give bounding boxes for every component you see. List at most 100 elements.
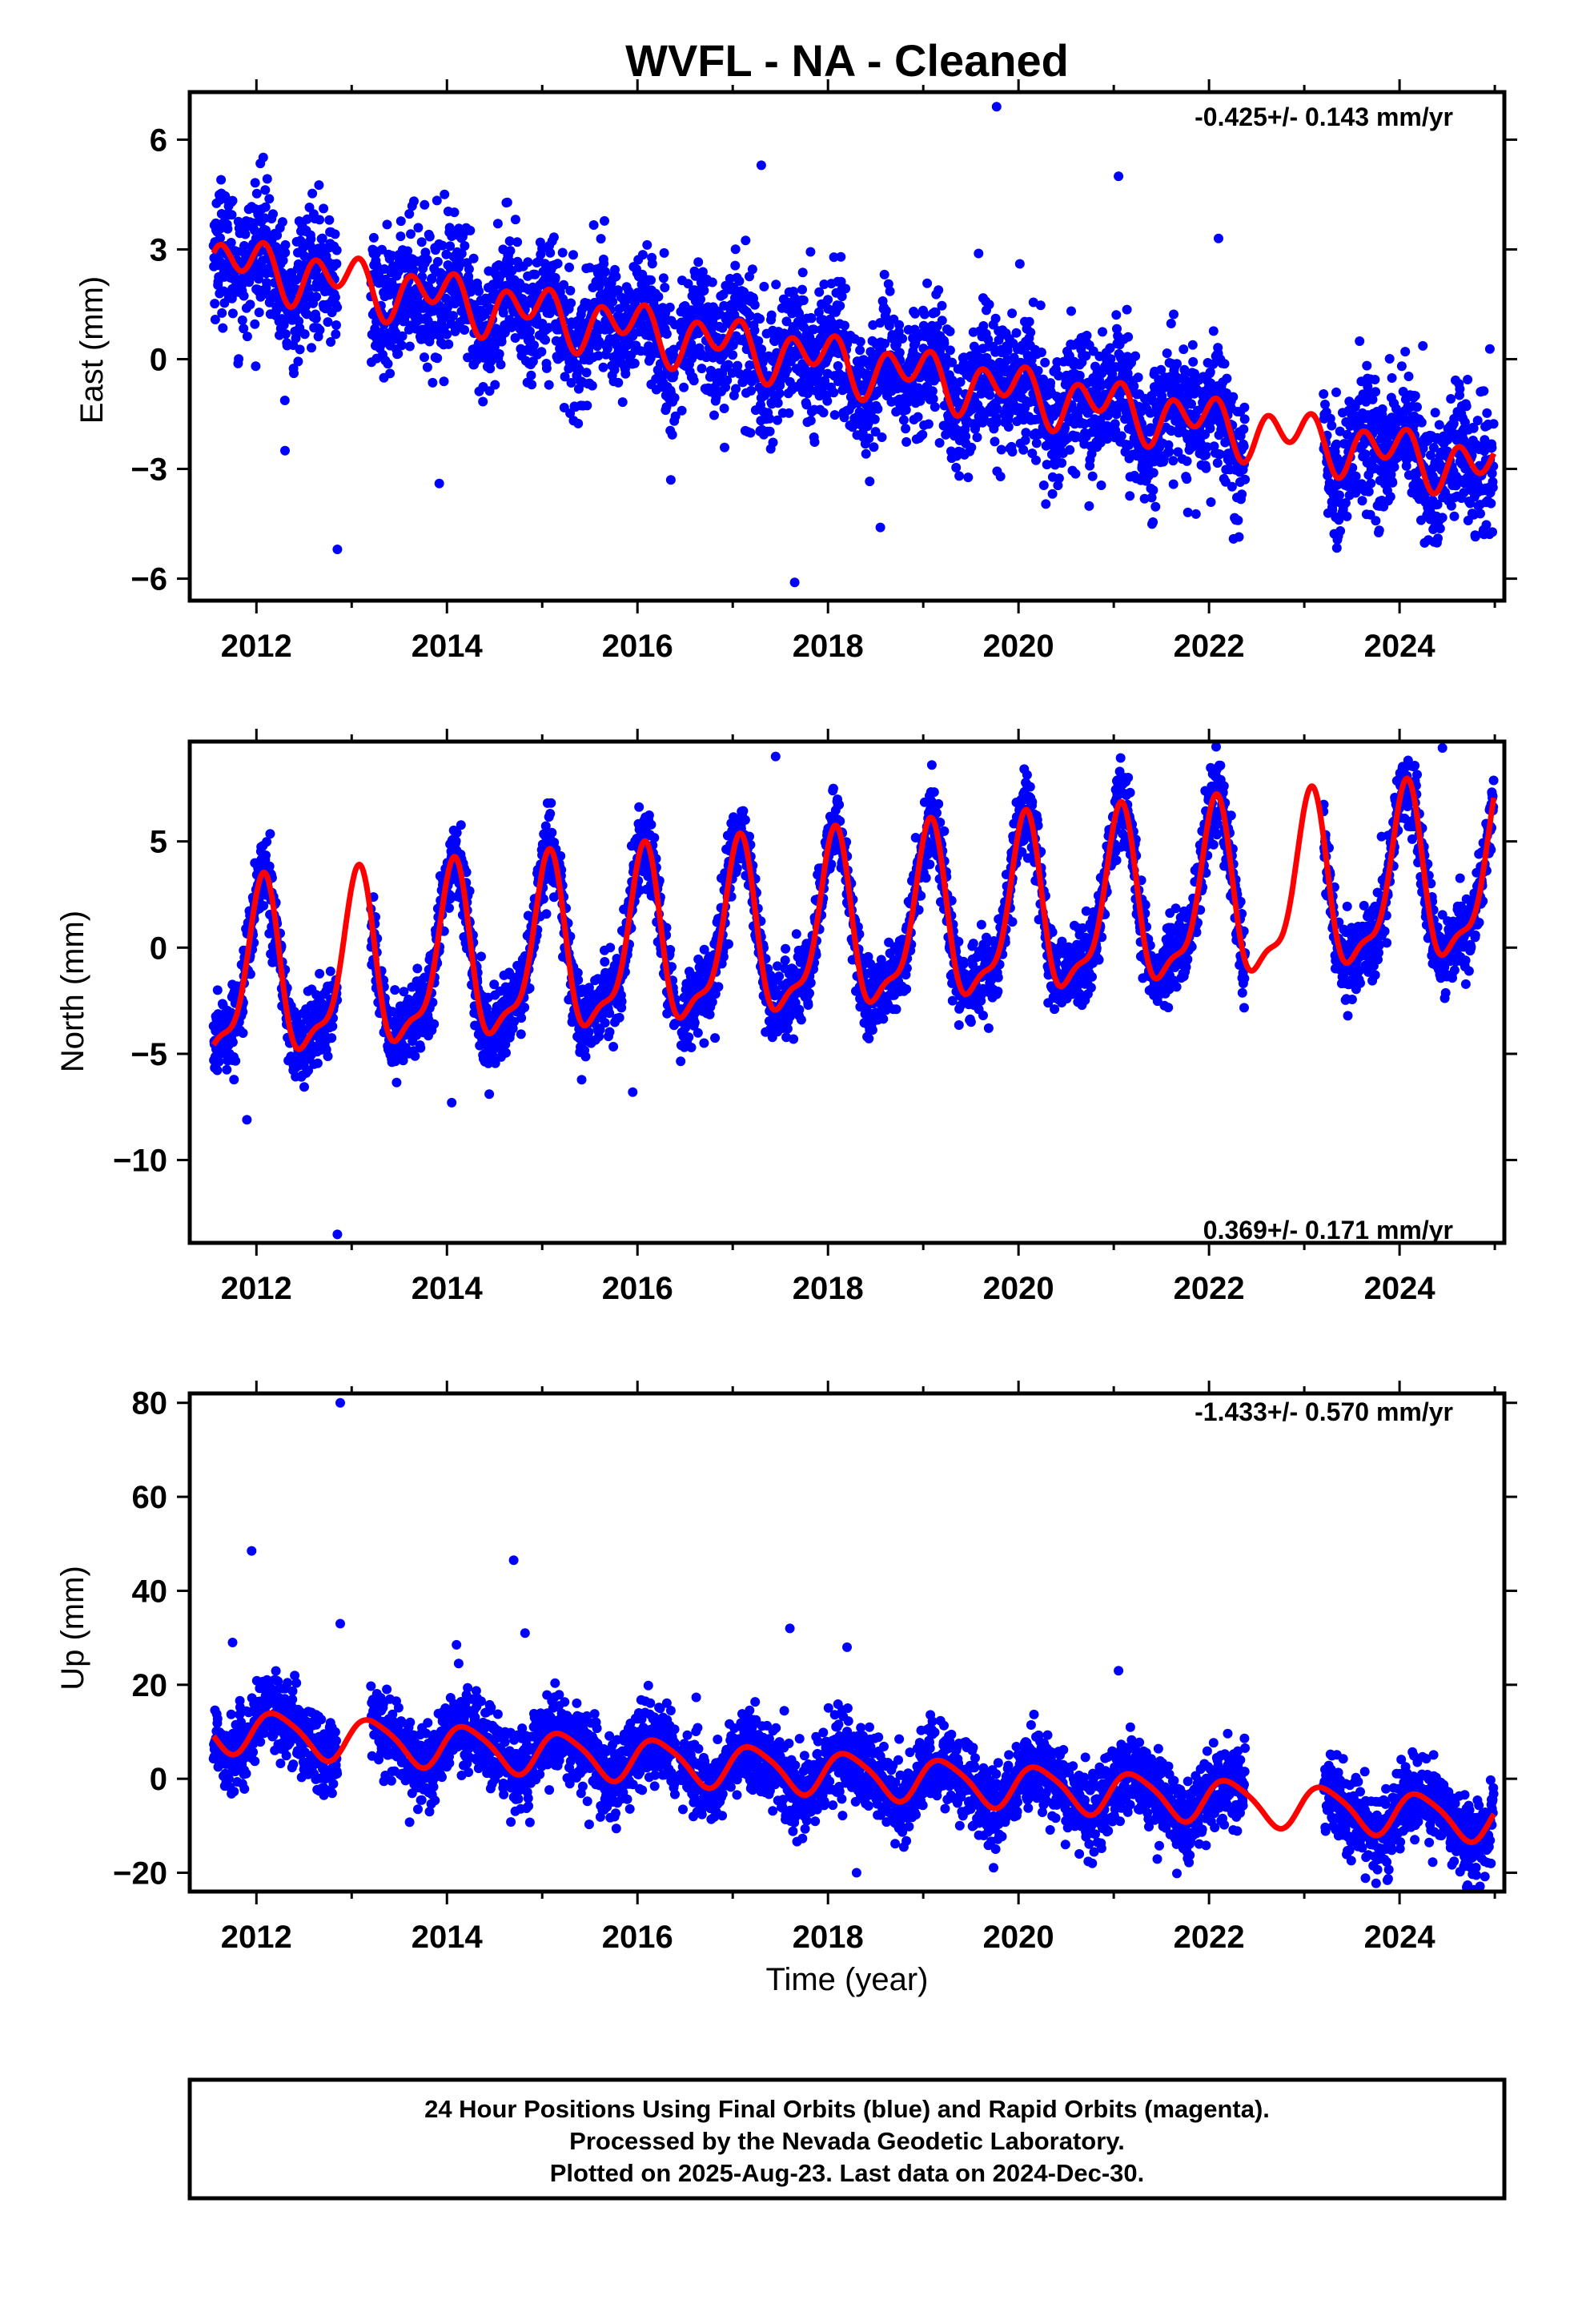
east-data-point (661, 329, 672, 339)
east-data-point (239, 291, 249, 301)
east-data-point (1036, 348, 1046, 357)
east-data-point (485, 364, 496, 374)
east-data-point (299, 329, 310, 340)
east-data-point (723, 360, 733, 370)
east-data-point (937, 316, 947, 326)
east-data-point (1205, 424, 1215, 433)
east-data-point (1488, 527, 1498, 537)
east-data-point (492, 219, 503, 229)
east-data-point (697, 267, 708, 277)
east-data-point (745, 311, 755, 321)
east-data-point (1351, 471, 1361, 481)
east-data-point (496, 360, 506, 370)
east-data-point (587, 380, 597, 391)
east-data-point (1065, 444, 1075, 455)
east-data-point (1105, 343, 1115, 353)
north-data-point (398, 1055, 408, 1066)
east-data-point (773, 334, 783, 344)
east-data-point (1377, 404, 1387, 414)
east-data-point (1122, 304, 1132, 315)
east-data-point (1342, 511, 1352, 521)
east-x-tick-label: 2014 (412, 629, 484, 664)
east-data-point (254, 308, 264, 318)
east-data-point (1124, 440, 1134, 450)
north-data-point (452, 827, 462, 838)
north-data-point (212, 985, 223, 995)
east-data-point (719, 404, 729, 413)
east-data-point (529, 340, 539, 350)
east-data-point (1239, 414, 1250, 424)
east-data-point (1095, 415, 1106, 425)
east-outlier-point (1214, 233, 1223, 243)
east-data-point (1003, 422, 1014, 432)
east-data-point (985, 390, 995, 400)
east-data-point (1468, 423, 1479, 433)
east-data-point (1400, 347, 1411, 357)
east-data-point (773, 415, 782, 425)
east-data-point (559, 279, 569, 290)
east-data-point (413, 223, 424, 233)
east-data-point (733, 360, 743, 371)
east-data-point (1459, 488, 1469, 498)
east-data-point (420, 352, 429, 363)
east-data-point (1166, 319, 1176, 328)
east-data-point (799, 322, 809, 332)
east-data-point (1335, 426, 1345, 436)
east-data-point (1205, 367, 1215, 377)
east-panel: East (mm) -0.425+/- 0.143 mm/yr 2012 2014… (74, 79, 1517, 664)
north-data-point (212, 1065, 223, 1076)
east-data-point (331, 259, 342, 269)
east-data-point (523, 257, 533, 267)
east-data-point (945, 345, 955, 356)
east-data-point (1007, 308, 1018, 319)
east-data-point (422, 362, 432, 372)
east-data-point (749, 300, 760, 310)
east-data-point (707, 277, 717, 287)
east-data-point (1335, 526, 1346, 536)
east-data-point (963, 472, 974, 483)
east-data-point (1156, 364, 1166, 375)
north-data-point (412, 963, 423, 974)
east-data-point (464, 264, 474, 274)
east-data-point (693, 257, 704, 267)
east-data-point (1112, 324, 1122, 334)
east-data-point (755, 314, 765, 324)
east-data-point (1208, 359, 1219, 369)
east-y-tick-label: −6 (130, 562, 167, 597)
east-data-point (613, 377, 624, 388)
north-data-point (261, 850, 271, 860)
east-data-point (293, 356, 303, 367)
east-data-point (1066, 306, 1076, 316)
east-data-point (223, 223, 233, 234)
east-data-point (227, 210, 237, 220)
east-outlier-point (756, 160, 766, 171)
east-data-point (1172, 359, 1182, 369)
east-data-point (1460, 417, 1470, 428)
east-data-point (210, 315, 220, 324)
east-outlier-point (434, 478, 444, 489)
east-data-point (954, 471, 965, 481)
east-data-point (307, 343, 316, 353)
east-data-point (1432, 500, 1443, 509)
east-data-point (311, 292, 322, 302)
east-data-point (218, 323, 228, 333)
east-data-point (759, 281, 769, 292)
east-data-point (441, 249, 452, 259)
east-data-point (953, 386, 962, 396)
east-data-point (489, 342, 500, 352)
east-data-point (837, 292, 847, 302)
east-data-point (765, 426, 775, 436)
east-data-point (814, 287, 825, 297)
east-data-point (927, 386, 938, 396)
east-data-point (1374, 525, 1384, 536)
east-data-point (1222, 373, 1232, 384)
north-data-point (428, 997, 438, 1007)
east-data-point (1396, 361, 1407, 372)
east-data-point (833, 361, 843, 371)
east-data-point (1370, 375, 1380, 384)
east-data-point (448, 311, 458, 321)
north-data-point (231, 1055, 241, 1066)
north-rate-label: 0.369+/- 0.171 mm/yr (1203, 1216, 1453, 1244)
east-data-point (468, 253, 479, 263)
east-data-point (801, 400, 812, 410)
